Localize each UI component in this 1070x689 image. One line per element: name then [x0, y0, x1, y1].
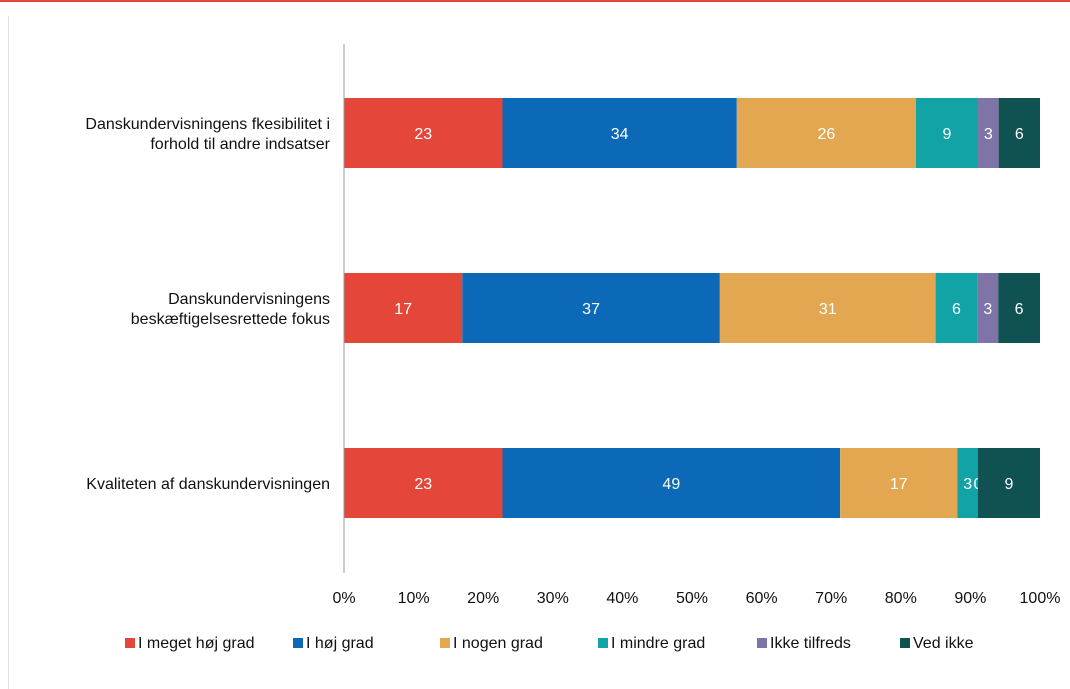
category-label: forhold til andre indsatser: [150, 136, 330, 153]
top-accent-rule: [0, 0, 1070, 2]
bar-segment: [502, 98, 737, 168]
data-label: 3: [963, 476, 972, 493]
data-label: 49: [662, 476, 680, 493]
data-label: 31: [819, 301, 837, 318]
bar-segment: [719, 273, 936, 343]
x-tick-label: 100%: [1020, 590, 1061, 607]
legend-swatch: [293, 638, 303, 648]
bar-segment: [344, 98, 503, 168]
data-label: 26: [817, 126, 835, 143]
x-tick-label: 50%: [676, 590, 708, 607]
legend-swatch: [125, 638, 135, 648]
legend-entry: I mindre grad: [611, 635, 705, 652]
category-label: beskæftigelsesrettede fokus: [131, 311, 330, 328]
data-label: 34: [611, 126, 629, 143]
x-tick-label: 70%: [815, 590, 847, 607]
bar-segment: [736, 98, 916, 168]
legend-entry: I meget høj grad: [138, 635, 255, 652]
data-label: 9: [943, 126, 952, 143]
legend-swatch: [900, 638, 910, 648]
category-labels: Danskundervisningens fkesibilitet i forho…: [85, 116, 330, 493]
legend-entry: Ved ikke: [913, 635, 974, 652]
data-label: 3: [983, 301, 992, 318]
x-tick-label: 10%: [398, 590, 430, 607]
legend-entry: Ikke tilfreds: [770, 635, 851, 652]
data-label: 6: [1015, 301, 1024, 318]
x-tick-label: 90%: [954, 590, 986, 607]
bars-layer: 233426936173731636234917309: [344, 98, 1040, 518]
legend-swatch: [757, 638, 767, 648]
bar-segment: [977, 98, 999, 168]
category-label: Kvaliteten af danskundervisningen: [86, 476, 330, 493]
data-label: 9: [1005, 476, 1014, 493]
data-label: 17: [394, 301, 412, 318]
legend-entry: I nogen grad: [453, 635, 543, 652]
bar-segment: [957, 448, 978, 518]
bar-segment: [462, 273, 720, 343]
bar-segment: [998, 273, 1040, 343]
bar-segment: [344, 448, 503, 518]
legend: I meget høj grad I høj grad I nogen grad I …: [125, 635, 974, 652]
data-label: 6: [952, 301, 961, 318]
data-label: 37: [582, 301, 600, 318]
x-tick-label: 60%: [746, 590, 778, 607]
data-label: 3: [984, 126, 993, 143]
legend-swatch: [440, 638, 450, 648]
bar-segment: [935, 273, 978, 343]
bar-segment: [502, 448, 841, 518]
x-tick-label: 20%: [467, 590, 499, 607]
bar-segment: [344, 273, 463, 343]
x-tick-label: 30%: [537, 590, 569, 607]
data-label: 6: [1015, 126, 1024, 143]
legend-entry: I høj grad: [306, 635, 374, 652]
bar-segment: [977, 448, 1040, 518]
left-frame-rule: [8, 16, 9, 689]
data-label: 17: [890, 476, 908, 493]
category-label: Danskundervisningens fkesibilitet i: [85, 116, 330, 133]
bar-segment: [977, 273, 999, 343]
category-label: Danskundervisningens: [168, 291, 330, 308]
legend-swatch: [598, 638, 608, 648]
bar-segment: [840, 448, 958, 518]
x-tick-label: 40%: [606, 590, 638, 607]
x-tick-label: 80%: [885, 590, 917, 607]
bar-segment: [998, 98, 1040, 168]
x-tick-labels: 0% 10% 20% 30% 40% 50% 60% 70% 80% 90% 100%: [332, 590, 1060, 607]
data-label: 23: [414, 126, 432, 143]
data-label: 23: [414, 476, 432, 493]
bar-segment: [915, 98, 978, 168]
x-tick-label: 0%: [332, 590, 355, 607]
